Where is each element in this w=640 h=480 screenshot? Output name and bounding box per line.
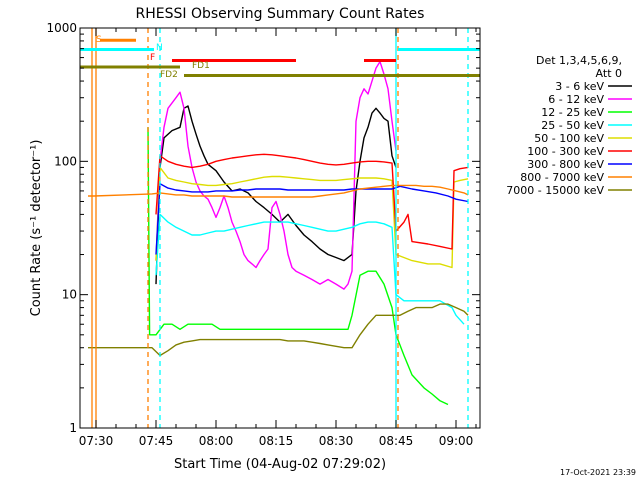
series-line-3: [147, 127, 449, 406]
legend-entry-label: 300 - 800 keV: [527, 158, 604, 171]
legend-entry-label: 7000 - 15000 keV: [506, 184, 604, 197]
x-tick-label: 07:30: [79, 434, 114, 448]
legend-entry-label: 6 - 12 keV: [548, 93, 604, 106]
legend-entry-label: 3 - 6 keV: [555, 80, 604, 93]
axis-layer: 1 10 100 1000 07:30 07:45 08:00 08:15 08:30 08:45…: [46, 21, 480, 448]
legend-entry-label: 12 - 25 keV: [541, 106, 604, 119]
y-tick-label: 100: [54, 154, 77, 168]
legend-entry-label: 100 - 300 keV: [527, 145, 604, 158]
x-tick-label: 07:45: [139, 434, 174, 448]
series-line-1: [155, 105, 397, 285]
flag-label-s: S: [96, 35, 102, 45]
y-axis-label: Count Rate (s⁻¹ detector⁻¹): [29, 140, 44, 317]
flag-label-fd2: FD2: [160, 70, 178, 80]
legend-header-line: Att 0: [596, 67, 622, 80]
legend-header-line: Det 1,3,4,5,6,9,: [536, 54, 622, 67]
y-tick-label: 10: [62, 288, 77, 302]
x-tick-label: 08:30: [319, 434, 354, 448]
flag-annotation-layer: S NF FD1 FD2: [80, 28, 480, 428]
legend-entry-label: 50 - 100 keV: [534, 132, 604, 145]
plot-frame: [79, 27, 481, 429]
y-tick-label: 1: [69, 421, 77, 435]
series-line-4: [155, 213, 465, 325]
flag-label-fd1: FD1: [192, 61, 210, 71]
series-line-2: [155, 60, 397, 290]
y-tick-label: 1000: [46, 21, 77, 35]
flag-label-f: F: [150, 53, 155, 63]
x-tick-label: 08:00: [199, 434, 234, 448]
series-line-5: [155, 166, 469, 269]
chart-title: RHESSI Observing Summary Count Rates: [136, 6, 425, 22]
flag-label-n: N: [156, 43, 163, 53]
x-tick-label: 08:45: [379, 434, 414, 448]
x-tick-label: 08:15: [259, 434, 294, 448]
x-tick-label: 09:00: [439, 434, 474, 448]
x-axis-label: Start Time (04-Aug-02 07:29:02): [174, 457, 386, 472]
series-line-6: [155, 153, 469, 250]
series-line-9: [88, 303, 469, 357]
series-line-7: [155, 183, 469, 255]
legend-entry-label: 800 - 7000 keV: [520, 171, 604, 184]
series-layer: [88, 60, 469, 406]
series-line-8: [88, 184, 469, 198]
timestamp: 17-Oct-2021 23:39: [560, 468, 636, 477]
legend-entry-label: 25 - 50 keV: [541, 119, 604, 132]
